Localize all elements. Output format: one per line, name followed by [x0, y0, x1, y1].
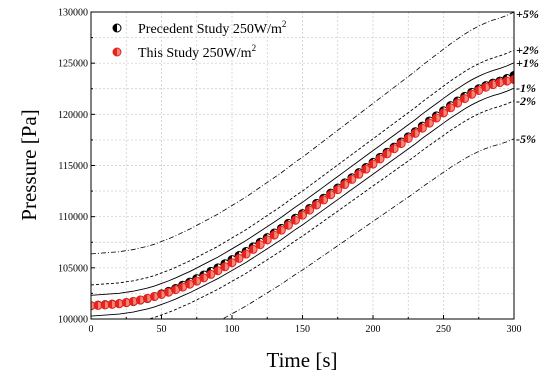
data-point-this-study [319, 195, 329, 205]
data-point-this-study [298, 210, 307, 220]
data-point-this-study [114, 299, 124, 309]
y-tick-label: 110000 [58, 212, 88, 223]
data-point-this-study [453, 98, 463, 108]
data-point-this-study [178, 282, 188, 292]
band-label: +1% [516, 56, 539, 70]
svg-text:This Study 250W/m2: This Study 250W/m2 [138, 43, 256, 61]
legend: Precedent Study 250W/m2 This Study 250W/… [112, 19, 286, 61]
data-point-this-study [255, 240, 265, 250]
data-point-this-study [227, 258, 237, 268]
legend-item-this-study: This Study 250W/m2 [112, 43, 256, 61]
band-label: +2% [516, 43, 539, 57]
data-point-this-study [157, 289, 166, 299]
x-tick-label: 300 [507, 324, 522, 335]
band-line [91, 12, 514, 255]
data-point-this-study [347, 174, 357, 184]
x-tick-label: 250 [436, 324, 451, 335]
percent-bands [91, 12, 514, 319]
data-point-this-study [326, 190, 336, 200]
legend-label-this-study: This Study 250W/m [138, 46, 252, 61]
x-tick-label: 50 [157, 324, 167, 335]
legend-marker-this-study [112, 47, 122, 57]
data-point-this-study [206, 269, 216, 279]
data-point-this-study [396, 139, 406, 149]
y-tick-label: 105000 [58, 263, 88, 274]
data-point-this-study [417, 123, 427, 133]
data-point-this-study [375, 154, 385, 164]
data-point-this-study [276, 225, 286, 235]
legend-symbol-this-study [112, 47, 122, 57]
band-line [91, 87, 514, 317]
x-tick-label: 200 [366, 324, 381, 335]
band-line [91, 62, 514, 296]
data-point-this-study [333, 185, 343, 195]
y-tick-label: 125000 [58, 59, 88, 70]
data-point-this-study [389, 144, 399, 154]
band-line [91, 49, 514, 286]
data-point-this-study [290, 215, 300, 225]
legend-marker-precedent [112, 23, 122, 33]
band-label: -5% [516, 132, 536, 146]
band-line [147, 100, 514, 319]
band-labels: +5% +2%+1% -1%-2% -5% [516, 7, 539, 146]
legend-sup-precedent: 2 [282, 19, 287, 29]
data-point-this-study [467, 89, 477, 99]
y-axis-title: Pressure [Pa] [17, 109, 41, 220]
data-point-this-study [509, 75, 514, 85]
data-point-this-study [354, 169, 364, 179]
data-point-this-study [439, 108, 448, 118]
data-point-this-study [312, 200, 322, 210]
data-point-this-study [100, 300, 110, 310]
svg-text:Precedent Study 250W/m2: Precedent Study 250W/m2 [138, 19, 286, 37]
data-point-this-study [213, 266, 223, 276]
legend-sup-this-study: 2 [252, 43, 257, 53]
y-axis-ticks: 100000 105000 110000 115000 120000 125000 1300… [58, 8, 95, 326]
band-line [221, 138, 514, 319]
data-series [91, 70, 514, 311]
x-tick-label: 0 [89, 324, 94, 335]
legend-symbol-precedent [112, 23, 122, 33]
data-point-this-study [305, 205, 315, 215]
data-point-this-study [262, 235, 272, 245]
data-point-this-study [424, 118, 434, 128]
data-point-this-study [382, 149, 392, 159]
y-tick-label: 120000 [58, 110, 88, 121]
band-label: -1% [516, 81, 536, 95]
legend-item-precedent: Precedent Study 250W/m2 [112, 19, 286, 37]
y-tick-label: 115000 [58, 161, 88, 172]
data-point-this-study [283, 220, 293, 230]
data-point-this-study [431, 113, 441, 123]
x-tick-label: 100 [225, 324, 240, 335]
legend-label-precedent: Precedent Study 250W/m [138, 22, 282, 37]
y-tick-label: 100000 [58, 315, 88, 326]
x-tick-label: 150 [295, 324, 310, 335]
data-point-this-study [410, 128, 420, 138]
band-label: +5% [516, 7, 539, 21]
x-axis-title: Time [s] [267, 348, 338, 372]
data-point-this-study [340, 180, 350, 190]
x-axis-ticks: 0 50 100 150 200 250 300 [89, 315, 522, 335]
data-point-this-study [361, 164, 371, 174]
data-point-this-study [248, 244, 258, 254]
data-point-this-study [460, 94, 470, 104]
data-point-this-study [234, 253, 244, 263]
data-point-this-study [220, 262, 230, 272]
y-tick-label: 130000 [58, 8, 88, 19]
band-label: -2% [516, 94, 536, 108]
data-point-this-study [269, 230, 279, 240]
data-point-this-study [368, 159, 378, 169]
data-point-this-study [403, 133, 413, 143]
data-point-this-study [446, 103, 456, 113]
data-point-this-study [121, 298, 131, 308]
data-point-this-study [241, 249, 251, 259]
